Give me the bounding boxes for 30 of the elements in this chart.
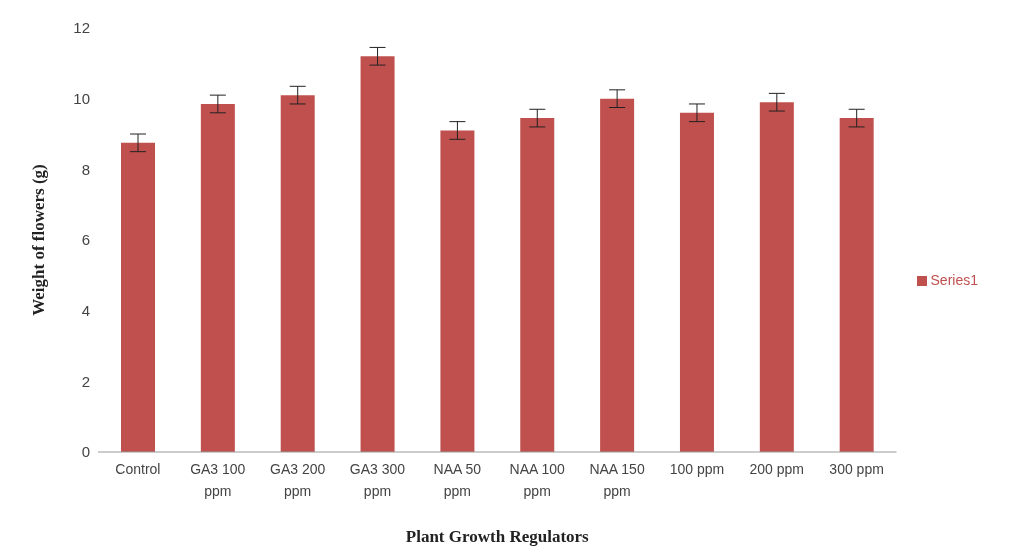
x-tick-label: NAA 50 ppm (433, 461, 482, 499)
x-tick-label: 300 ppm (829, 461, 884, 477)
x-tick-label: Control (115, 461, 161, 477)
bar (520, 118, 555, 452)
bar (440, 130, 475, 452)
y-tick-label: 0 (81, 443, 90, 461)
bar (360, 56, 395, 452)
bar (200, 103, 235, 452)
bar (839, 118, 874, 452)
x-tick-label: GA3 100 ppm (190, 461, 246, 499)
x-tick-label: 100 ppm (669, 461, 725, 477)
y-tick-label: 4 (81, 301, 90, 319)
y-tick-label: 10 (73, 89, 90, 107)
bar (280, 95, 315, 452)
y-tick-label: 6 (81, 231, 90, 249)
bar (600, 98, 635, 452)
x-tick-label: NAA 150 ppm (589, 461, 645, 499)
bar (759, 102, 794, 452)
y-axis-title: Weight of flowers (g) (29, 164, 49, 316)
bar (121, 142, 155, 452)
bar (679, 112, 714, 452)
y-tick-label: 8 (81, 160, 90, 178)
x-tick-label: 200 ppm (749, 461, 804, 477)
y-tick-label: 12 (73, 19, 90, 37)
x-axis-title: Plant Growth Regulators (405, 527, 590, 546)
x-tick-label: NAA 100 ppm (509, 461, 566, 499)
legend-label: Series1 (930, 272, 978, 288)
x-tick-label: GA3 200 ppm (270, 461, 326, 499)
y-tick-label: 2 (81, 372, 90, 390)
x-tick-label: GA3 300 ppm (349, 461, 406, 499)
